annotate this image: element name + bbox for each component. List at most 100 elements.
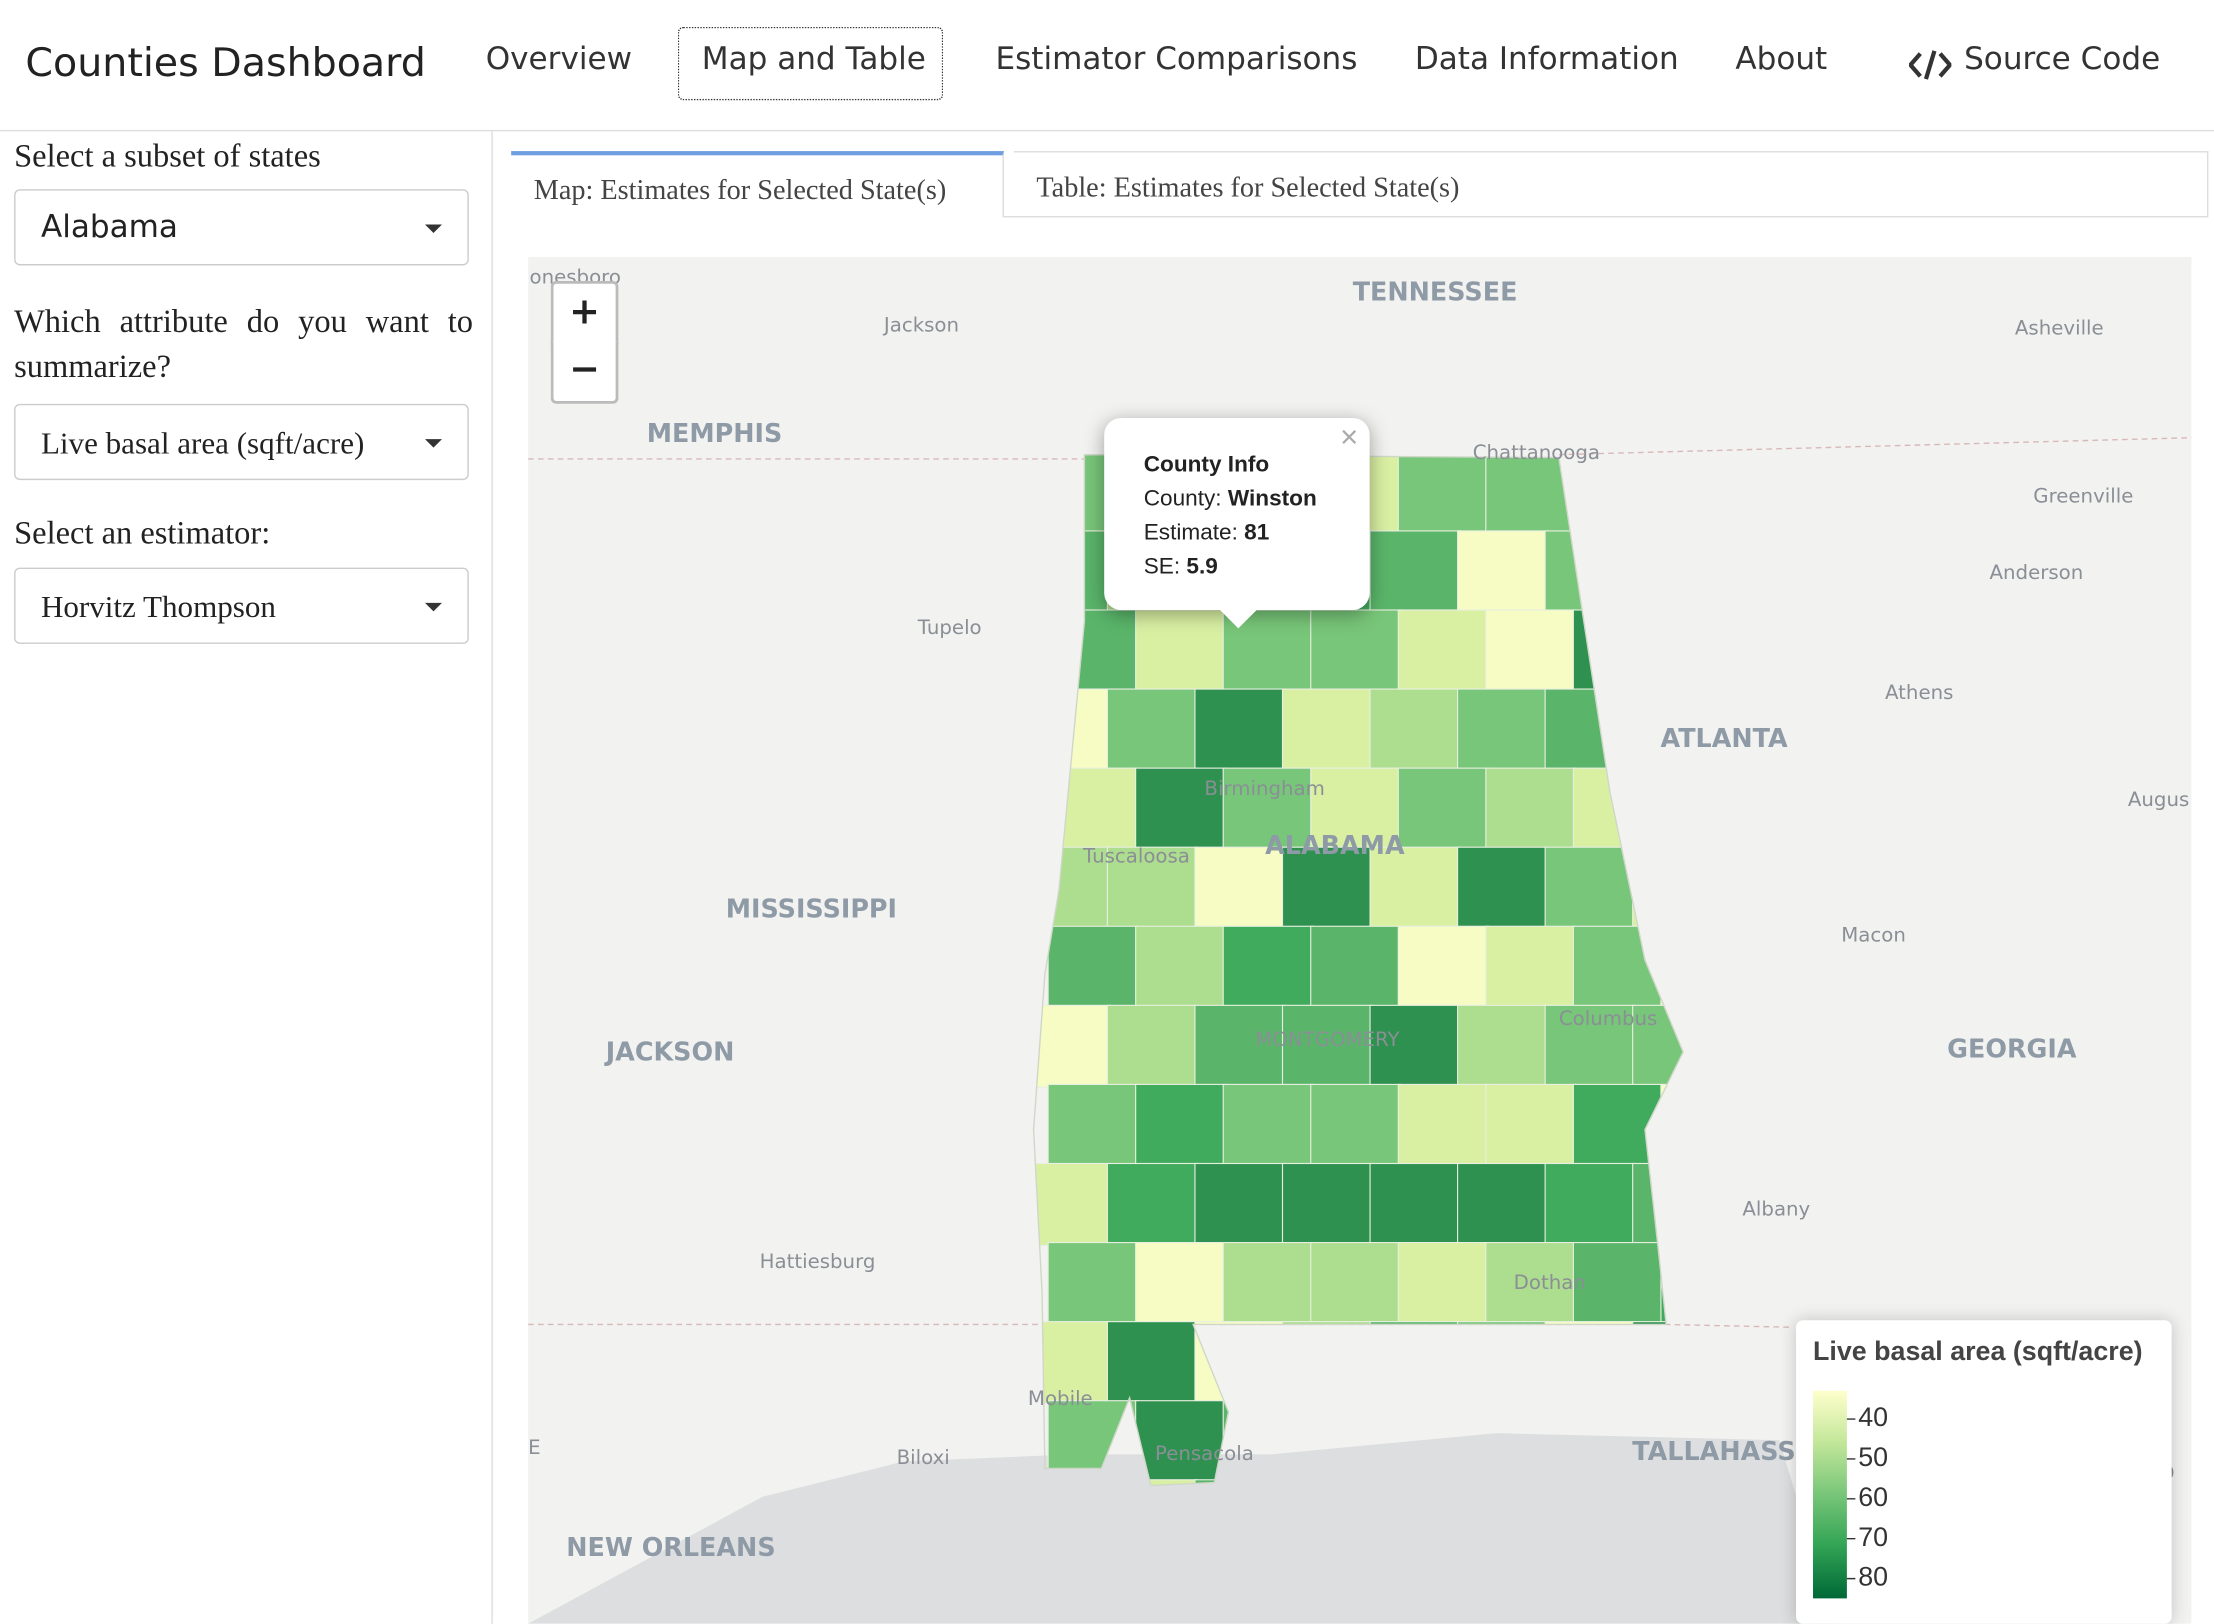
place-label: Pensacola: [1155, 1442, 1254, 1465]
nav-item[interactable]: About: [1735, 42, 1828, 78]
county: [1222, 925, 1315, 1009]
place-label: MONTGOMERY: [1255, 1028, 1400, 1051]
county: [1457, 530, 1549, 614]
county: [1106, 688, 1199, 772]
county: [1106, 1479, 1199, 1486]
nav-item[interactable]: Data Information: [1414, 42, 1679, 78]
label: Select an estimator:: [14, 515, 271, 551]
county: [1397, 1241, 1490, 1326]
county: [1457, 688, 1549, 772]
nav-item[interactable]: Estimator Comparisons: [995, 42, 1358, 78]
county: [1485, 767, 1577, 851]
nav-item[interactable]: Map and Table: [701, 42, 926, 78]
popup-row: Estimate: 81: [1144, 517, 1370, 551]
popup-title: County Info: [1143, 453, 1270, 478]
county: [1135, 925, 1227, 1009]
select-value: Live basal area (sqft/acre): [40, 425, 365, 461]
key: SE:: [1143, 554, 1181, 579]
county: [1106, 1321, 1199, 1405]
place-label: Macon: [1841, 924, 1906, 947]
color-bar: [1813, 1390, 1847, 1599]
place-label: MEMPHIS: [647, 418, 783, 448]
place-label: Chattanooga: [1473, 441, 1600, 464]
county: [1544, 846, 1637, 930]
county: [1106, 1004, 1199, 1088]
place-label: ATLANTA: [1661, 723, 1788, 753]
label: Which attribute do you want to summarize…: [14, 303, 474, 385]
zoom-in[interactable]: +: [550, 280, 619, 345]
nav-item[interactable]: Overview: [485, 42, 632, 78]
county: [1572, 1241, 1665, 1326]
select[interactable]: Live basal area (sqft/acre): [14, 403, 469, 481]
select[interactable]: Horvitz Thompson: [14, 567, 469, 644]
county: [1106, 846, 1199, 930]
place-label: NEW ORLEANS: [566, 1532, 775, 1562]
brand[interactable]: Counties Dashboard: [25, 39, 426, 87]
county: [1544, 1162, 1637, 1246]
county: [1457, 1004, 1549, 1088]
county: [1397, 925, 1490, 1009]
tab-rule: [1002, 216, 2209, 218]
county: [1135, 609, 1227, 693]
county: [1281, 1162, 1374, 1246]
county: [1222, 767, 1315, 851]
county: [1397, 609, 1490, 693]
popup-close[interactable]: ×: [1340, 419, 1359, 455]
tab[interactable]: Table: Estimates for Selected State(s): [1013, 151, 2209, 217]
legend-tick-label: 50: [1858, 1442, 1888, 1472]
nav-item[interactable]: Source Code: [1964, 42, 2161, 78]
place-label: GEORGIA: [1947, 1034, 2077, 1064]
place-label: Mobile: [1028, 1387, 1093, 1410]
legend-tick-label: 60: [1858, 1482, 1888, 1512]
place-label: Biloxi: [897, 1446, 950, 1469]
tab-active[interactable]: Map: Estimates for Selected State(s): [511, 151, 1004, 217]
county: [1310, 1241, 1402, 1326]
county: [1135, 1400, 1227, 1484]
county: [1457, 1162, 1549, 1246]
select[interactable]: Alabama: [14, 189, 469, 266]
place-label: Asheville: [2015, 316, 2104, 339]
legend-tick-label: 70: [1858, 1522, 1888, 1552]
place-label: Athens: [1885, 681, 1953, 704]
legend-scale: 40 50 60 70 80: [1813, 1390, 1888, 1599]
caret: [425, 439, 442, 448]
county: [1281, 846, 1374, 930]
county: [1310, 925, 1402, 1009]
county: [1369, 688, 1461, 772]
place-label: E: [528, 1436, 540, 1459]
county: [1135, 1083, 1227, 1167]
county: [1047, 1241, 1140, 1326]
sidebar: Select a subset of states Alabama Which …: [0, 131, 493, 1624]
key: County:: [1143, 487, 1222, 512]
county: [1281, 1004, 1374, 1088]
place-label: Birmingham: [1204, 777, 1324, 800]
county: [1397, 1083, 1490, 1167]
county: [1194, 1162, 1286, 1246]
county: [1369, 1004, 1461, 1088]
popup-row: SE: 5.9: [1144, 551, 1370, 585]
place-label: Tuscaloosa: [1082, 845, 1190, 868]
place-label: Augus: [2128, 788, 2189, 811]
value: Winston: [1227, 487, 1317, 512]
county: [1397, 767, 1490, 851]
county: [1369, 846, 1461, 930]
county: [1485, 609, 1577, 693]
key: Estimate:: [1143, 521, 1238, 546]
nav-active-frame: [677, 26, 944, 101]
place-label: TENNESSEE: [1353, 277, 1518, 307]
zoom-out[interactable]: −: [550, 341, 619, 404]
county: [1047, 925, 1140, 1009]
caret: [425, 602, 442, 612]
select-value: Alabama: [40, 210, 178, 246]
place-label: Anderson: [1990, 561, 2084, 584]
select-value: Horvitz Thompson: [40, 588, 276, 625]
navbar: Counties Dashboard Overview Map and Tabl…: [0, 0, 2214, 132]
legend-tick-label: 80: [1858, 1562, 1888, 1592]
county: [1369, 530, 1461, 614]
county: [1485, 925, 1577, 1009]
caret: [425, 224, 442, 233]
county: [1485, 1241, 1577, 1326]
value: 5.9: [1186, 554, 1218, 579]
place-label: JACKSON: [604, 1036, 735, 1066]
